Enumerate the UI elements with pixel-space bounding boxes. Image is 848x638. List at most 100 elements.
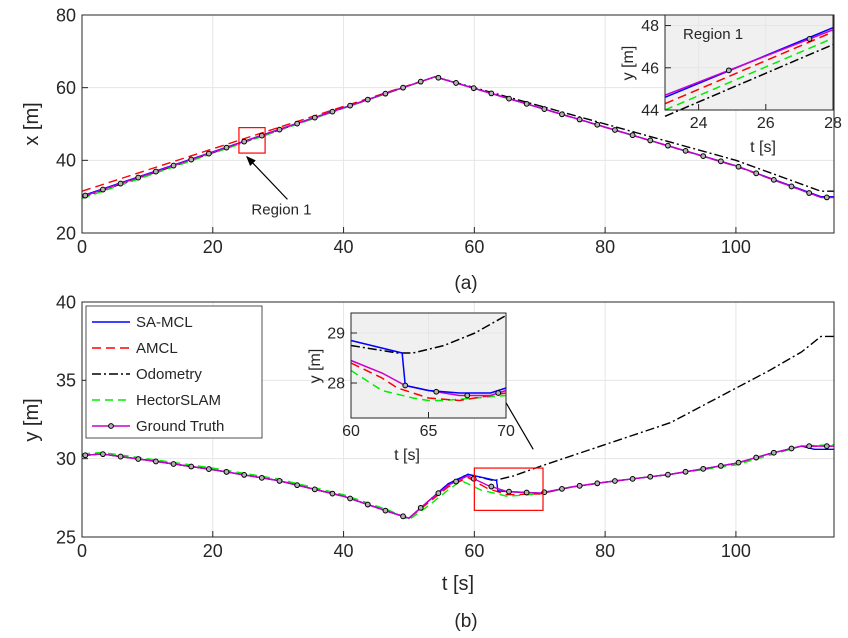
panel-a-gt-marker [205,150,212,157]
panel-b-gt-marker [717,462,724,469]
panel-a-gt-marker [170,162,177,169]
panel-a-xtick-label: 0 [77,237,87,257]
panel-a-inset-ytick-label: 44 [641,103,659,120]
panel-b-ytick-label: 40 [56,292,76,312]
panel-b-gt-marker [735,459,742,466]
panel-b-xlabel: t [s] [442,573,474,595]
legend-label-ground_truth: Ground Truth [136,418,224,435]
panel-b-gt-marker [665,471,671,478]
panel-a-xtick-label: 20 [203,237,223,257]
panel-b-gt-marker [170,461,177,467]
panel-b-gt-marker [82,452,89,459]
panel-a-ytick-label: 80 [56,5,76,25]
panel-b-xtick-label: 0 [77,541,87,561]
panel-b-gt-marker [612,478,618,484]
panel-b-gt-marker [823,443,830,450]
panel-b-inset-ytick-label: 28 [327,376,345,393]
panel-a-gt-marker [135,174,142,181]
panel-a-gt-marker [612,127,618,133]
panel-a-inset: 24 26 28 44 46 48 Region 1 t [s] y [m] [620,14,842,156]
panel-b-inset-xtick-label: 70 [497,423,515,440]
panel-a-inset-xlabel: t [s] [750,139,776,156]
panel-b-ytick-label: 30 [56,449,76,469]
panel-b-gt-marker [806,443,813,450]
panel-a-gt-marker [223,144,230,151]
panel-b-gt-marker [117,453,124,460]
panel-a-inset-title: Region 1 [683,26,743,43]
panel-b-gt-marker [135,456,142,462]
region-annotation-arrow [246,155,288,200]
region-1-box [238,127,266,154]
panel-b-xtick-label: 20 [203,541,223,561]
panel-b-line-ground_truth [81,445,834,519]
panel-a-ytick-label: 40 [56,151,76,171]
panel-b-gt-marker [223,469,230,475]
panel-a-gt-marker [823,194,830,201]
panel-b-inset-line-odometry [350,314,507,354]
panel-a-inset-ytick-label: 46 [641,60,659,77]
legend-marker-ground-truth [108,423,114,429]
panel-b-gt-marker [470,475,477,482]
panel-a-xtick-label: 60 [464,237,484,257]
panel-b-gt-marker [364,501,371,508]
region-box-b [473,467,544,511]
panel-b-gt-marker [788,445,795,452]
panel-b-gt-marker [241,471,248,478]
legend-label-odometry: Odometry [136,366,202,383]
panel-a-inset-line-ground_truth [664,29,834,96]
panel-b-gt-marker [576,482,583,489]
panel-a-gt-marker [523,100,530,107]
panel-a-gt-marker [241,138,248,145]
panel-a-gt-marker [806,190,813,196]
panel-a-ytick-label: 20 [56,223,76,243]
panel-a-axes-box [81,14,835,234]
panel-b-inset-gt-marker [464,392,471,399]
legend: SA-MCL AMCL Odometry HectorSLAM Ground Truth [85,305,263,439]
panel-a-inset-xtick-label: 26 [757,115,775,132]
panel-b-axes-box [81,301,835,538]
panel-a-gt-marker [717,158,724,165]
panel-a-gt-marker [364,96,371,103]
panel-b-gt-marker [506,488,512,495]
panel-a-inset-gt-marker [806,36,813,42]
panel-b-gt-marker [523,489,530,496]
panel-b-xtick-label: 40 [334,541,354,561]
legend-label-hectorslam: HectorSLAM [136,392,221,409]
panel-b-inset-ylabel: y [m] [307,349,324,384]
legend-label-amcl: AMCL [136,340,178,357]
panel-b-xtick-label: 60 [464,541,484,561]
panel-b-gt-marker [100,451,106,458]
panel-a-gt-marker [576,116,583,123]
panel-b-ticks: 0 20 40 60 80 100 25 30 35 40 [56,292,751,561]
panel-b-ground-truth-markers [82,443,830,520]
panel-b-inset-xtick-label: 65 [420,423,438,440]
panel-a-inset-ylabel: y [m] [620,46,637,81]
panel-b-region-box [473,467,544,511]
panel-a-ylabel: x [m] [21,102,43,145]
panel-a-region-box [238,127,266,154]
panel-a-gt-marker [735,163,742,170]
panel-a-xtick-label: 40 [334,237,354,257]
panel-b-gt-marker [329,490,336,497]
panel-b-inset-ytick-label: 29 [327,326,345,343]
panel-b-gt-marker [682,468,689,475]
panel-b-inset-xlabel: t [s] [394,447,420,464]
panel-b-inset-gt-marker [495,390,502,396]
panel-b-gt-marker [417,504,424,511]
panel-a-inset-line-odometry [664,43,834,118]
panel-b-ytick-label: 25 [56,527,76,547]
panel-a-gt-marker [559,111,565,118]
panel-a-inset-line-hectorslam [664,37,834,111]
panel-b-gt-marker [347,495,354,502]
panel-a-inset-axes-box [664,14,834,111]
panel-b-ylabel: y [m] [21,398,43,441]
panel-a-gt-marker [506,95,512,102]
panel-b-caption: (b) [454,611,477,632]
panel-a-inset-xtick-label: 28 [824,115,842,132]
panel-b-gt-marker [559,485,565,492]
panel-a-gt-marker [382,90,389,97]
panel-a-gt-marker [788,183,795,190]
legend-label-sa_mcl: SA-MCL [136,314,193,331]
